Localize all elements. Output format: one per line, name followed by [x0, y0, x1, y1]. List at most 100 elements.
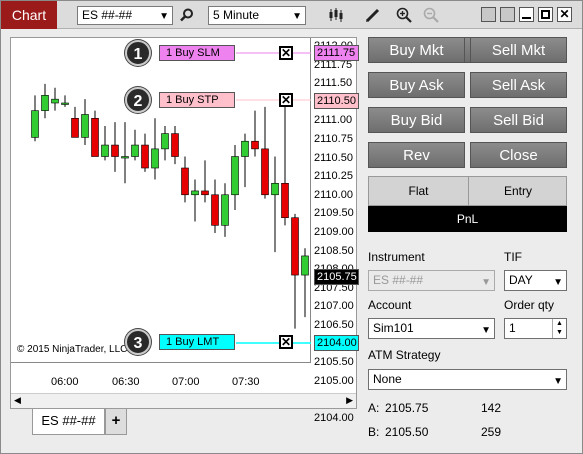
chevron-down-icon: ▼ — [292, 11, 302, 22]
position-entry: Entry — [468, 177, 567, 205]
price-plot[interactable] — [11, 38, 311, 363]
title-bar: Chart ES ##-## ▼ 5 Minute ▼ ✕ — [1, 1, 582, 29]
reverse-button[interactable]: Rev — [368, 142, 465, 168]
ask-price: 2105.75 — [385, 401, 429, 415]
ask-size: 142 — [481, 401, 502, 415]
sell-mkt-button[interactable]: Sell Mkt — [470, 37, 567, 63]
candle — [281, 99, 289, 226]
interval-selector[interactable]: 5 Minute ▼ — [208, 6, 306, 25]
bar-style-icon[interactable] — [326, 5, 346, 25]
order-marker-3: 3 — [125, 329, 151, 355]
instrument-label: Instrument — [368, 250, 425, 264]
candle — [61, 95, 69, 107]
order-qty-label: Order qty — [504, 298, 555, 312]
candle — [91, 110, 99, 157]
y-tick-label: 2105.00 — [314, 374, 354, 387]
y-tick-label: 2110.25 — [314, 170, 353, 183]
chevron-down-icon: ▼ — [553, 376, 563, 387]
order-lines — [236, 52, 311, 344]
horizontal-scrollbar[interactable]: ◀ ▶ — [11, 393, 356, 408]
tif-select[interactable]: DAY ▼ — [504, 270, 567, 291]
instrument-select-value: ES ##-## — [373, 273, 424, 287]
candle — [231, 145, 239, 211]
tif-select-value: DAY — [509, 273, 533, 287]
y-tick-label: 2108.50 — [314, 244, 354, 257]
candle — [201, 160, 209, 203]
candle — [261, 106, 269, 199]
stepper-arrows-icon[interactable]: ▲ ▼ — [552, 319, 566, 338]
order-label-buy-lmt[interactable]: 1 Buy LMT — [159, 334, 235, 350]
candle — [191, 179, 199, 222]
tif-label: TIF — [504, 250, 522, 264]
add-tab-button[interactable]: + — [105, 409, 127, 435]
candle — [181, 156, 189, 203]
zoom-out-icon[interactable] — [421, 5, 441, 25]
candle — [51, 87, 59, 111]
window-option-icon[interactable] — [500, 7, 515, 22]
candle — [71, 106, 79, 138]
atm-strategy-select[interactable]: None ▼ — [368, 369, 567, 390]
y-tick-label: 2109.00 — [314, 226, 354, 238]
sell-bid-button[interactable]: Sell Bid — [470, 107, 567, 133]
candle — [161, 125, 169, 161]
scroll-right-icon[interactable]: ▶ — [346, 395, 353, 405]
chevron-down-icon: ▼ — [553, 277, 563, 288]
y-tick-label: 2107.00 — [314, 300, 354, 313]
y-tick-label: 2109.50 — [314, 207, 354, 220]
order-label-buy-slm[interactable]: 1 Buy SLM — [159, 45, 235, 61]
instrument-selector[interactable]: ES ##-## ▼ — [77, 6, 173, 25]
candle — [111, 122, 119, 172]
candle — [211, 179, 219, 233]
buy-bid-button[interactable]: Buy Bid — [368, 107, 465, 133]
x-tick-label: 07:00 — [172, 376, 200, 388]
tab-instrument[interactable]: ES ##-## — [32, 409, 105, 435]
x-tick-label: 07:30 — [232, 376, 260, 388]
candle — [131, 129, 139, 161]
account-select[interactable]: Sim101 ▼ — [368, 318, 495, 339]
pnl-display: PnL — [368, 206, 567, 232]
candle — [291, 213, 299, 329]
sell-ask-button[interactable]: Sell Ask — [470, 72, 567, 98]
order-label-buy-stp[interactable]: 1 Buy STP — [159, 92, 235, 108]
chart-panel[interactable]: 2112.002111.752111.502111.252111.002110.… — [10, 37, 359, 424]
close-icon[interactable]: ✕ — [557, 7, 572, 22]
instrument-selector-value: ES ##-## — [82, 8, 133, 22]
position-status: Flat — [408, 184, 429, 198]
minimize-icon[interactable] — [519, 7, 534, 22]
cancel-order-icon[interactable]: ✕ — [279, 93, 293, 107]
zoom-in-icon[interactable] — [394, 5, 414, 25]
candle — [301, 248, 309, 318]
chevron-down-icon: ▼ — [159, 11, 169, 22]
search-icon[interactable] — [177, 5, 197, 25]
order-qty-stepper[interactable]: 1 ▲ ▼ — [504, 318, 567, 339]
window-title-tab[interactable]: Chart — [1, 1, 57, 29]
atm-strategy-value: None — [373, 372, 402, 386]
close-position-button[interactable]: Close — [470, 142, 567, 168]
y-tick-label: 2110.75 — [314, 133, 353, 145]
copyright-text: © 2015 NinjaTrader, LLC — [17, 344, 128, 355]
x-tick-label: 06:00 — [51, 376, 79, 388]
x-tick-label: 06:30 — [112, 376, 140, 388]
candle — [151, 118, 159, 180]
scroll-left-icon[interactable]: ◀ — [14, 395, 21, 405]
maximize-icon[interactable] — [538, 7, 553, 22]
chevron-down-icon: ▼ — [481, 325, 491, 336]
buy-ask-button[interactable]: Buy Ask — [368, 72, 465, 98]
candle — [171, 125, 179, 165]
bid-size: 259 — [481, 425, 502, 439]
cancel-order-icon[interactable]: ✕ — [279, 335, 293, 349]
cancel-order-icon[interactable]: ✕ — [279, 46, 293, 60]
order-price-stp: 2110.50 — [314, 93, 359, 109]
y-tick-label: 2104.00 — [314, 412, 354, 424]
candle — [101, 125, 109, 161]
y-tick-label: 2111.75 — [314, 58, 353, 71]
y-tick-label: 2105.50 — [314, 356, 354, 369]
pencil-icon[interactable] — [363, 5, 383, 25]
window-option-icon[interactable] — [481, 7, 496, 22]
buy-mkt-button[interactable]: Buy Mkt — [368, 37, 465, 63]
order-price-slm: 2111.75 — [314, 45, 359, 61]
candle — [31, 95, 39, 142]
order-qty-value: 1 — [509, 321, 516, 335]
order-marker-2: 2 — [125, 87, 151, 113]
candle — [271, 156, 279, 253]
